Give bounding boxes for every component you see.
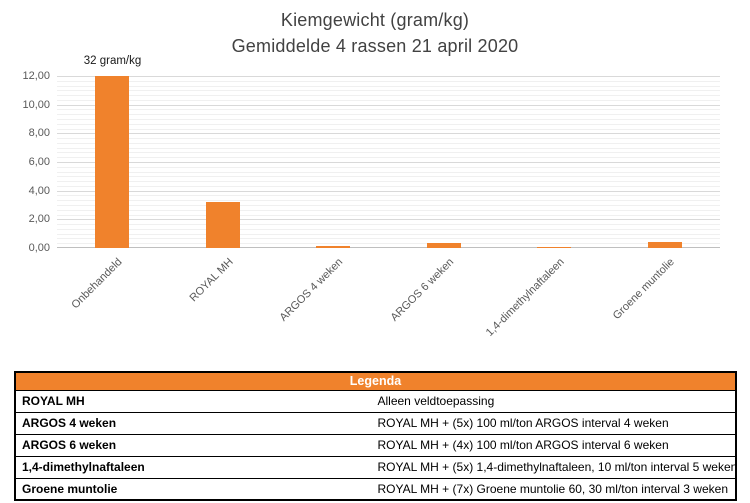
gridline-minor xyxy=(57,123,720,125)
legend-description-cell: Alleen veldtoepassing xyxy=(375,390,736,413)
y-axis-tick-label: 10,00 xyxy=(22,98,50,111)
gridline-minor xyxy=(57,109,720,111)
gridline-minor xyxy=(57,209,720,211)
gridline-major xyxy=(57,190,720,192)
gridline-minor xyxy=(57,214,720,216)
gridline-minor xyxy=(57,114,720,116)
bar-value-annotation: 32 gram/kg xyxy=(83,55,142,67)
gridline-minor xyxy=(57,119,720,120)
bar-groene-muntolie xyxy=(647,242,682,248)
x-axis-category-label: ROYAL MH xyxy=(186,256,236,305)
gridline-minor xyxy=(57,128,720,130)
y-axis-tick-label: 0,00 xyxy=(28,242,50,254)
x-axis-category-label: 1,4-dimethylnaftaleen xyxy=(483,256,567,339)
bar-argos-6-weken xyxy=(426,242,461,248)
gridline-minor xyxy=(57,152,720,154)
gridline-minor xyxy=(57,243,720,245)
gridline-minor xyxy=(57,181,720,183)
y-axis-tick-label: 8,00 xyxy=(28,127,50,140)
legend-description-cell: ROYAL MH + (7x) Groene muntolie 60, 30 m… xyxy=(377,481,729,496)
chart-title: Kiemgewicht (gram/kg) xyxy=(280,10,470,30)
legend-row: 1,4-dimethylnaftaleen ROYAL MH + (5x) 1,4… xyxy=(15,456,736,479)
legend-term-cell: 1,4-dimethylnaftaleen xyxy=(15,456,376,479)
x-axis-category-label: Onbehandeld xyxy=(69,256,125,312)
bar-argos-4-weken xyxy=(316,245,351,248)
gridline-minor xyxy=(57,200,720,202)
gridline-minor xyxy=(57,166,720,168)
gridline-minor xyxy=(57,95,720,97)
gridline-major xyxy=(57,219,720,221)
bar-royal-mh xyxy=(205,202,240,248)
legend-row: Groene muntolie ROYAL MH + (7x) Groene mu… xyxy=(15,478,736,500)
x-axis-category-label: ARGOS 6 weken xyxy=(388,256,457,324)
y-axis-tick-label: 4,00 xyxy=(28,184,50,197)
gridline-major xyxy=(57,104,720,106)
gridline-minor xyxy=(57,176,720,178)
gridline-minor xyxy=(57,157,720,159)
x-axis-category-label: Groene muntolie xyxy=(611,256,678,322)
legend-description-cell: ROYAL MH + (4x) 100 ml/ton ARGOS interva… xyxy=(375,434,736,457)
gridline-minor xyxy=(57,99,720,101)
bar-onbehandeld xyxy=(95,76,130,248)
gridline-major xyxy=(57,247,720,248)
legend-term-cell: Groene muntolie xyxy=(22,481,118,496)
x-axis-category-label: ARGOS 4 weken xyxy=(278,256,346,324)
gridline-minor xyxy=(57,80,720,82)
legend-description-cell: ROYAL MH + (5x) 100 ml/ton ARGOS interva… xyxy=(375,412,736,435)
gridline-minor xyxy=(57,142,720,144)
gridline-minor xyxy=(57,238,720,240)
gridline-minor xyxy=(57,195,720,197)
legend-row: ARGOS 6 weken ROYAL MH + (4x) 100 ml/ton … xyxy=(15,434,736,457)
legend-header-row: Legenda xyxy=(15,372,736,391)
gridline-minor xyxy=(57,138,720,140)
chart-subtitle: Gemiddelde 4 rassen 21 april 2020 xyxy=(231,36,519,56)
legend-term-cell: ROYAL MH xyxy=(15,390,376,413)
legend-table: Legenda ROYAL MH Alleen veldtoepassing ARG… xyxy=(14,371,737,501)
gridline-major xyxy=(57,133,720,135)
legend-row: ROYAL MH Alleen veldtoepassing xyxy=(15,390,736,413)
y-axis-tick-label: 12,00 xyxy=(22,70,50,82)
y-axis-tick-label: 2,00 xyxy=(28,213,50,226)
legend-description-cell: ROYAL MH + (5x) 1,4-dimethylnaftaleen, 1… xyxy=(375,456,736,479)
gridline-minor xyxy=(57,205,720,206)
bar-1-4-dimethylnaftaleen xyxy=(537,246,572,248)
legend-term-cell: ARGOS 4 weken xyxy=(15,412,376,435)
gridline-major xyxy=(57,76,720,77)
gridline-minor xyxy=(57,147,720,149)
gridline-minor xyxy=(57,171,720,173)
gridline-minor xyxy=(57,233,720,235)
gridline-minor xyxy=(57,224,720,226)
y-axis-tick-label: 6,00 xyxy=(28,156,50,168)
legend-term-cell: ARGOS 6 weken xyxy=(15,434,376,457)
gridline-minor xyxy=(57,185,720,187)
gridline-minor xyxy=(57,85,720,87)
gridline-major xyxy=(57,162,720,163)
chart-title-block: Kiemgewicht (gram/kg) Gemiddelde 4 rasse… xyxy=(0,7,750,59)
gridline-minor xyxy=(57,90,720,92)
legend-header: Legenda xyxy=(15,372,736,391)
plot-area xyxy=(57,76,720,248)
gridline-minor xyxy=(57,228,720,230)
legend-row: ARGOS 4 weken ROYAL MH + (5x) 100 ml/ton … xyxy=(15,412,736,435)
